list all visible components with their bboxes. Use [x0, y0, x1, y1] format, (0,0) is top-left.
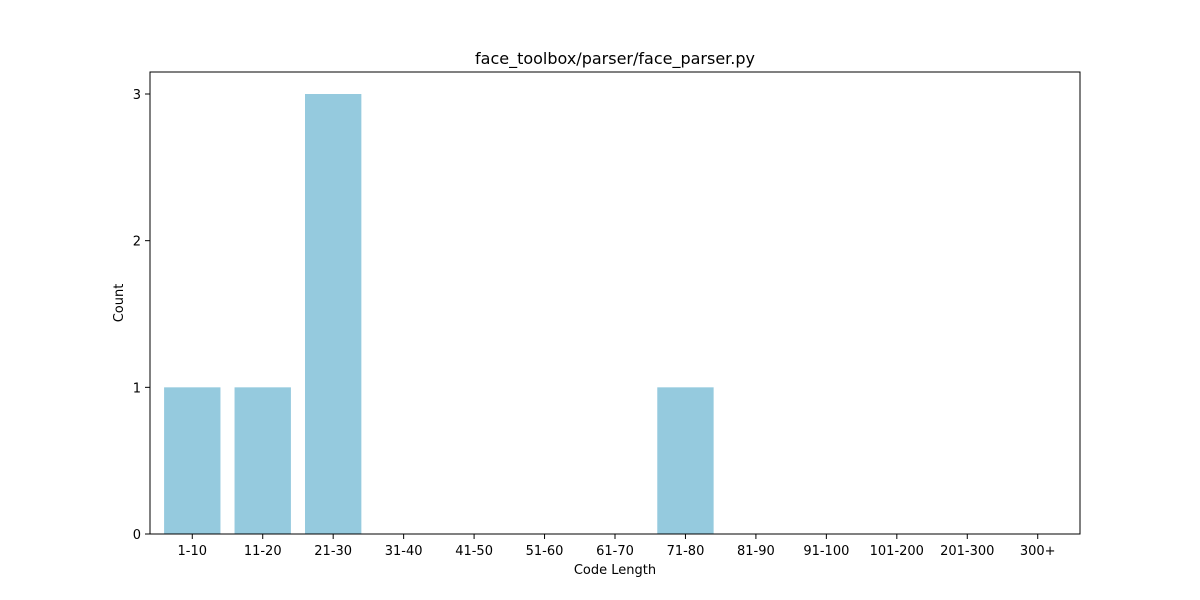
x-tick-label: 31-40: [385, 544, 423, 559]
x-tick-label: 41-50: [455, 544, 493, 559]
bar-21-30: [305, 94, 362, 534]
y-tick-label: 3: [133, 88, 141, 103]
bar-1-10: [164, 387, 221, 534]
x-tick-label: 11-20: [244, 544, 282, 559]
x-axis-ticks: 1-10 11-20 21-30 31-40 41-50 51-60 61-70 71-80 8…: [178, 534, 1056, 559]
x-tick-label: 91-100: [803, 544, 849, 559]
bars-group: [164, 94, 714, 534]
y-axis-ticks: 0 1 2 3: [133, 88, 150, 543]
y-tick-label: 0: [133, 528, 141, 543]
x-tick-label: 21-30: [314, 544, 352, 559]
bar-11-20: [234, 387, 291, 534]
x-axis-label: Code Length: [574, 563, 656, 578]
y-tick-label: 1: [133, 381, 141, 396]
y-tick-label: 2: [133, 235, 141, 250]
x-tick-label: 1-10: [178, 544, 208, 559]
plot-frame: [149, 71, 1081, 535]
x-tick-label: 71-80: [667, 544, 705, 559]
x-tick-label: 300+: [1020, 544, 1056, 559]
x-tick-label: 101-200: [870, 544, 924, 559]
y-axis-label: Count: [112, 284, 127, 323]
x-tick-label: 81-90: [737, 544, 775, 559]
chart-title: face_toolbox/parser/face_parser.py: [475, 49, 755, 69]
x-tick-label: 51-60: [526, 544, 564, 559]
x-tick-label: 61-70: [596, 544, 634, 559]
x-tick-label: 201-300: [940, 544, 994, 559]
bar-71-80: [657, 387, 714, 534]
